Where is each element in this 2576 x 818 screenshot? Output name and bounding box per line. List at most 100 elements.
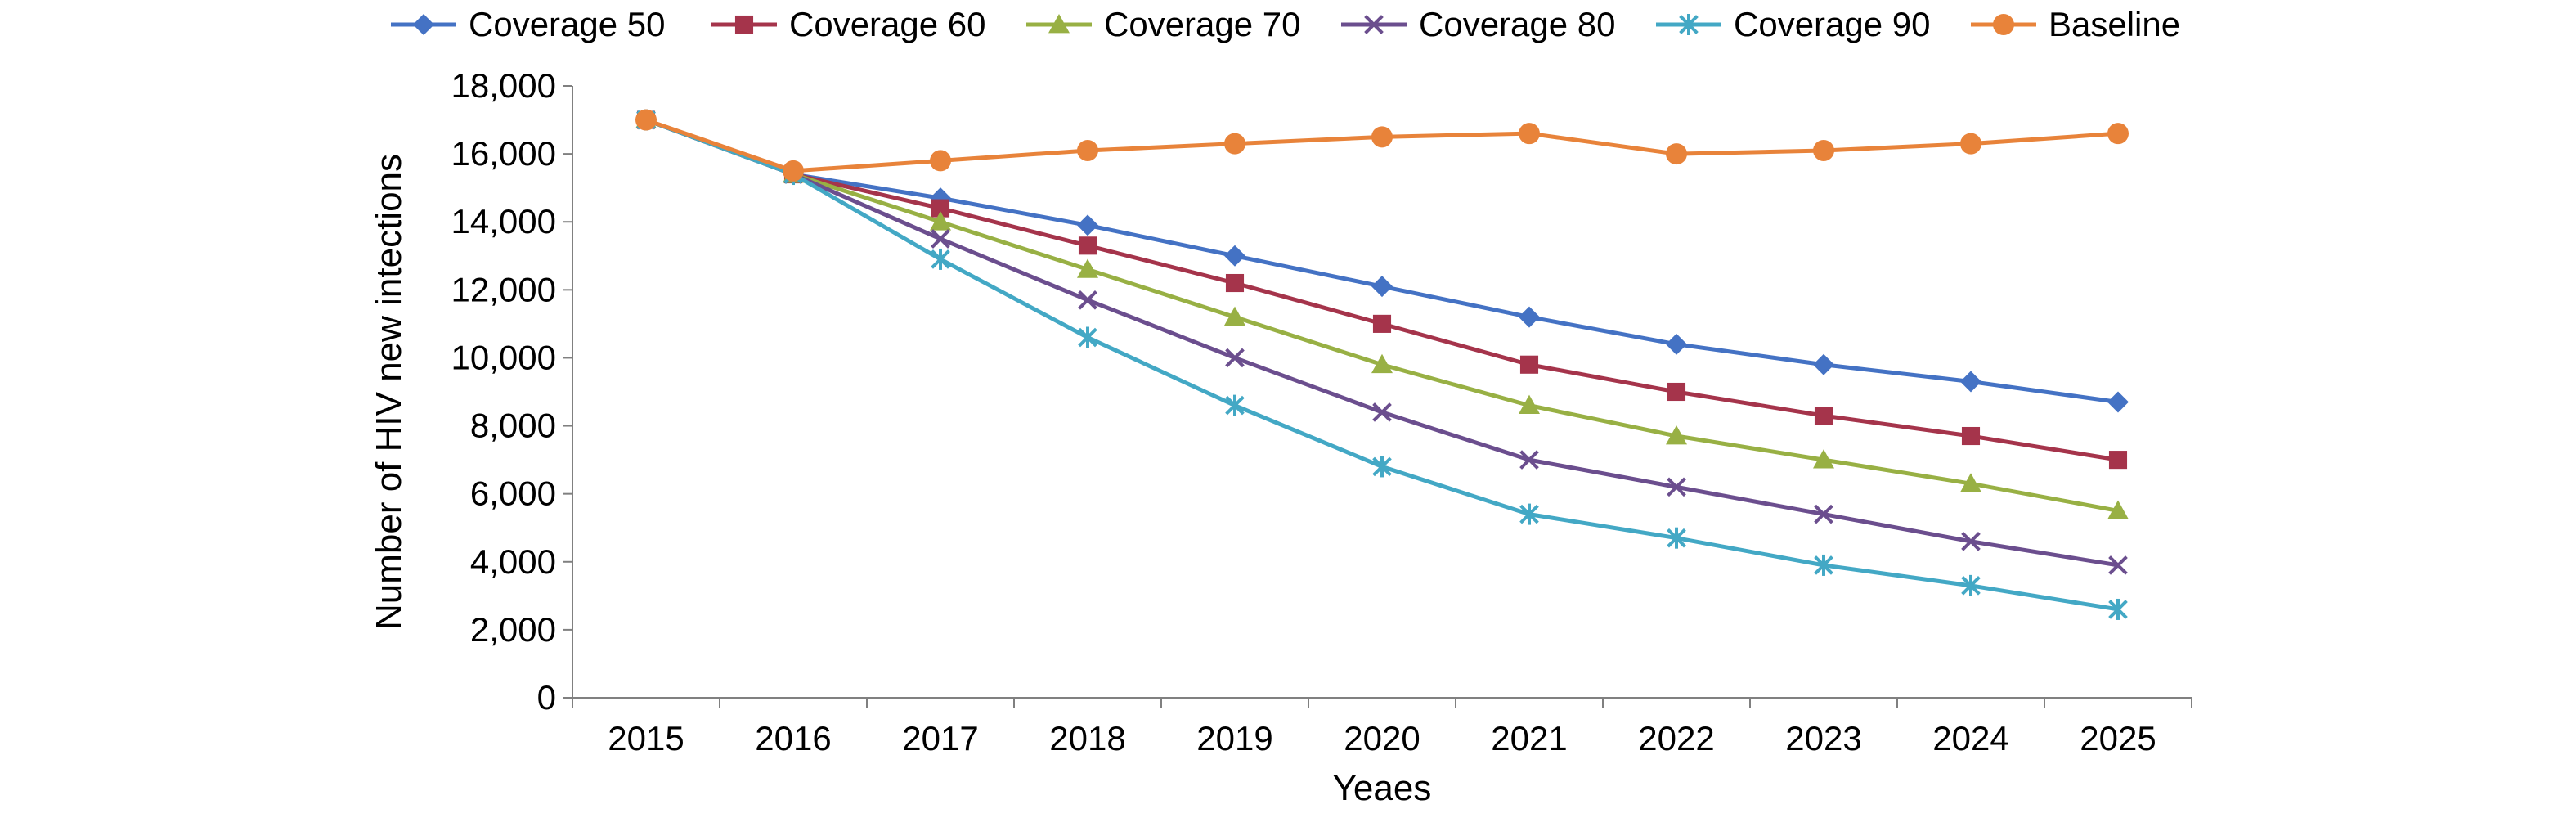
data-point	[1224, 306, 1245, 326]
x-tick-label: 2020	[1344, 719, 1420, 757]
x-axis-title: Yeaes	[1333, 768, 1432, 808]
data-point	[1372, 402, 1392, 422]
series-baseline	[635, 109, 2129, 182]
data-point	[1667, 382, 1686, 402]
series-coverage-90	[636, 109, 2128, 620]
data-point	[1371, 276, 1393, 298]
y-tick-label: 16,000	[451, 134, 556, 173]
data-point	[734, 15, 754, 34]
data-point	[2107, 123, 2129, 145]
data-point	[1519, 123, 1540, 145]
y-tick-label: 8,000	[470, 407, 556, 445]
data-point	[1666, 425, 1687, 445]
legend-item: Coverage 70	[1026, 5, 1301, 43]
legend-item: Coverage 60	[711, 5, 986, 43]
legend-label: Coverage 60	[789, 5, 986, 43]
data-point	[1372, 314, 1392, 333]
data-point	[635, 109, 657, 131]
data-point	[1961, 532, 1981, 551]
data-point	[1960, 473, 1981, 492]
data-point	[1814, 554, 1833, 576]
data-point	[1814, 407, 1833, 425]
y-tick-label: 12,000	[451, 270, 556, 308]
data-point	[1519, 450, 1539, 470]
data-point	[1813, 353, 1834, 375]
data-point	[2108, 598, 2128, 620]
x-tick-label: 2015	[608, 719, 684, 757]
data-point	[931, 199, 950, 218]
data-point	[1224, 245, 1245, 267]
y-axis-title: Number of HIV new intections	[369, 154, 409, 630]
legend-label: Coverage 50	[469, 5, 666, 43]
data-point	[1960, 371, 1981, 393]
data-point	[1813, 449, 1834, 469]
y-axis: 0 2,000 4,000 6,000 8,000 10,000 12,000 14,000 1…	[451, 66, 573, 717]
data-point-stroke	[1667, 477, 1686, 497]
legend-item: Coverage 50	[391, 5, 666, 43]
y-tick-label: 0	[537, 678, 556, 717]
legend-label: Baseline	[2049, 5, 2180, 43]
data-point-stroke	[931, 229, 950, 249]
data-point	[1679, 14, 1699, 35]
data-point	[1078, 326, 1097, 348]
data-point	[930, 150, 951, 172]
data-point	[1048, 14, 1070, 34]
data-point	[783, 160, 804, 182]
data-point-stroke	[1961, 532, 1981, 551]
data-point-stroke	[1225, 348, 1245, 368]
data-point	[2108, 555, 2128, 575]
series-coverage-80	[636, 110, 2128, 575]
data-point	[1224, 133, 1245, 155]
x-tick-label: 2019	[1196, 719, 1272, 757]
data-point	[1813, 139, 1834, 161]
data-point	[2107, 500, 2129, 519]
data-point	[1519, 306, 1540, 328]
legend-label: Coverage 80	[1419, 5, 1616, 43]
data-point-stroke	[1078, 290, 1097, 310]
y-tick-label: 4,000	[470, 542, 556, 581]
x-tick-label: 2017	[902, 719, 978, 757]
data-point	[1225, 273, 1245, 293]
legend-item: Coverage 90	[1656, 5, 1931, 43]
data-point	[1519, 355, 1539, 374]
y-tick-label: 2,000	[470, 610, 556, 649]
data-point	[1077, 139, 1098, 161]
data-point	[930, 211, 951, 231]
data-point	[1372, 456, 1392, 478]
x-tick-label: 2018	[1049, 719, 1125, 757]
data-point	[2108, 451, 2128, 470]
data-point	[2107, 391, 2129, 413]
x-axis: 2015 2016 2017 2018 2019 2020 2021 2022 2023 2024…	[572, 697, 2192, 757]
legend-label: Coverage 90	[1734, 5, 1931, 43]
data-point	[1078, 290, 1097, 310]
data-point-stroke	[2108, 555, 2128, 575]
data-point	[1364, 15, 1384, 34]
y-tick-label: 10,000	[451, 338, 556, 376]
y-tick-label: 14,000	[451, 202, 556, 240]
data-point-stroke	[1814, 504, 1833, 524]
data-point	[1667, 477, 1686, 497]
data-point-stroke	[1519, 450, 1539, 470]
data-point-stroke	[1364, 15, 1384, 34]
data-point	[1519, 394, 1540, 415]
data-point	[1667, 527, 1686, 549]
data-point	[1519, 503, 1539, 525]
data-point	[1371, 353, 1393, 374]
legend-item: Baseline	[1971, 5, 2180, 43]
x-tick-label: 2021	[1491, 719, 1567, 757]
series-coverage-60	[636, 110, 2128, 470]
data-point	[1666, 333, 1687, 355]
data-point	[931, 248, 950, 270]
data-point	[1077, 214, 1098, 236]
data-point	[1814, 504, 1833, 524]
x-tick-label: 2025	[2080, 719, 2156, 757]
data-point	[1077, 258, 1098, 278]
data-point	[1225, 394, 1245, 416]
legend-label: Coverage 70	[1104, 5, 1301, 43]
data-point	[931, 229, 950, 249]
legend: Coverage 50 Coverage 60 Coverage 70 Coverag…	[391, 5, 2180, 43]
data-point	[1078, 236, 1097, 255]
y-tick-label: 18,000	[451, 66, 556, 105]
data-point	[1993, 14, 2014, 35]
